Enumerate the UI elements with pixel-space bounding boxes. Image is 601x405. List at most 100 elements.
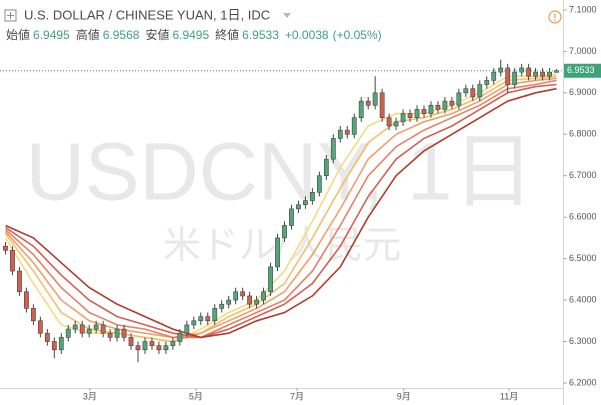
- watermark-sub: 米ドル/人民元: [163, 225, 402, 267]
- candle-body: [519, 67, 525, 73]
- candle-body: [316, 175, 322, 193]
- candle-body: [51, 341, 57, 351]
- candle-body: [17, 270, 22, 293]
- candle-body: [212, 308, 218, 322]
- y-tick-label: 6.3000: [569, 336, 597, 346]
- dropdown-icon[interactable]: [283, 13, 291, 18]
- candle-body: [547, 71, 552, 77]
- collapse-icon[interactable]: [4, 9, 17, 22]
- header: U.S. DOLLAR / CHINESE YUAN, 1日, IDC 始値 6.…: [4, 7, 562, 42]
- candle-body: [477, 84, 483, 98]
- candle-body: [484, 80, 490, 85]
- legend-label: 安値: [145, 27, 169, 42]
- legend-label: 高値: [76, 27, 100, 42]
- candle-body: [247, 295, 253, 305]
- candle-body: [58, 337, 64, 351]
- legend-value: 6.9533: [242, 28, 279, 42]
- candle-body: [163, 345, 169, 351]
- candle-body: [296, 204, 301, 210]
- candle-body: [323, 158, 329, 177]
- candle-body: [449, 100, 455, 106]
- candle-body: [24, 291, 29, 309]
- ribbon-line: [4, 77, 557, 339]
- legend-value: 6.9495: [33, 28, 70, 42]
- candle-body: [372, 92, 378, 106]
- candle-body: [505, 67, 511, 85]
- x-tick-label: 7月: [290, 391, 304, 401]
- x-tick-label: 3月: [83, 391, 97, 401]
- candle-body: [456, 92, 462, 106]
- candle-body: [491, 71, 497, 81]
- y-tick-label: 6.6000: [569, 212, 597, 222]
- candle-body: [268, 266, 273, 293]
- candle-body: [233, 291, 239, 301]
- candle-body: [226, 299, 232, 305]
- candle-body: [414, 109, 420, 119]
- candle-body: [30, 308, 36, 322]
- candle-body: [275, 237, 280, 268]
- candle-body: [330, 138, 336, 160]
- candle-body: [533, 71, 538, 77]
- candle-body: [156, 345, 162, 351]
- alert-icon[interactable]: [548, 10, 562, 24]
- candle-body: [400, 113, 406, 123]
- legend-value: 6.9495: [172, 28, 209, 42]
- candle-body: [240, 291, 246, 297]
- last-price-label: 6.9533: [567, 65, 595, 75]
- ribbon-line: [4, 79, 557, 339]
- candle-body: [149, 341, 155, 346]
- candle-body: [198, 316, 204, 322]
- candle-body: [386, 117, 392, 127]
- candle-body: [379, 92, 385, 119]
- candle-body: [358, 100, 364, 119]
- y-tick-label: 7.1000: [569, 4, 597, 14]
- candle-body: [470, 88, 476, 98]
- legend-label: 終値: [215, 27, 239, 42]
- candle-body: [435, 104, 441, 110]
- candle-body: [72, 324, 78, 330]
- candle-body: [114, 328, 120, 338]
- candle-body: [554, 70, 559, 73]
- candle-body: [254, 299, 259, 305]
- x-tick-label: 5月: [189, 391, 203, 401]
- x-tick-label: 11月: [500, 391, 518, 401]
- y-tick-label: 6.9000: [569, 87, 597, 97]
- y-tick-label: 6.5000: [569, 253, 597, 263]
- y-tick-label: 6.4000: [569, 294, 597, 304]
- candle-body: [170, 341, 176, 346]
- candle-body: [421, 109, 427, 114]
- candle-body: [100, 324, 106, 334]
- candle-body: [428, 104, 434, 114]
- watermark: USDCNY, 1日: [26, 127, 535, 218]
- candle-body: [184, 324, 190, 334]
- y-tick-label: 6.8000: [569, 129, 597, 139]
- candle-body: [128, 337, 134, 346]
- candle-body: [463, 88, 469, 94]
- candle-body: [37, 320, 43, 334]
- change: +0.0038: [285, 28, 329, 42]
- candle-body: [282, 225, 287, 239]
- candle-body: [261, 291, 266, 301]
- candle-body: [142, 341, 148, 351]
- candle-body: [219, 303, 225, 309]
- candle-body: [365, 100, 371, 106]
- legend-value: 6.9568: [103, 28, 140, 42]
- candle-body: [407, 113, 413, 119]
- candle-body: [498, 67, 504, 73]
- candle-body: [86, 328, 92, 334]
- candle-body: [177, 332, 183, 342]
- candle-body: [512, 71, 518, 85]
- candle-body: [309, 192, 315, 201]
- candle-body: [205, 316, 211, 322]
- candle-body: [10, 250, 15, 272]
- candle-body: [135, 345, 141, 351]
- candle-body: [44, 332, 50, 342]
- candle-body: [289, 208, 294, 226]
- y-tick-label: 6.7000: [569, 170, 597, 180]
- candle-body: [79, 324, 85, 334]
- candle-body: [65, 328, 71, 338]
- candle-body: [393, 121, 399, 127]
- chart-title: U.S. DOLLAR / CHINESE YUAN, 1日, IDC: [24, 7, 270, 22]
- plot: [0, 59, 563, 363]
